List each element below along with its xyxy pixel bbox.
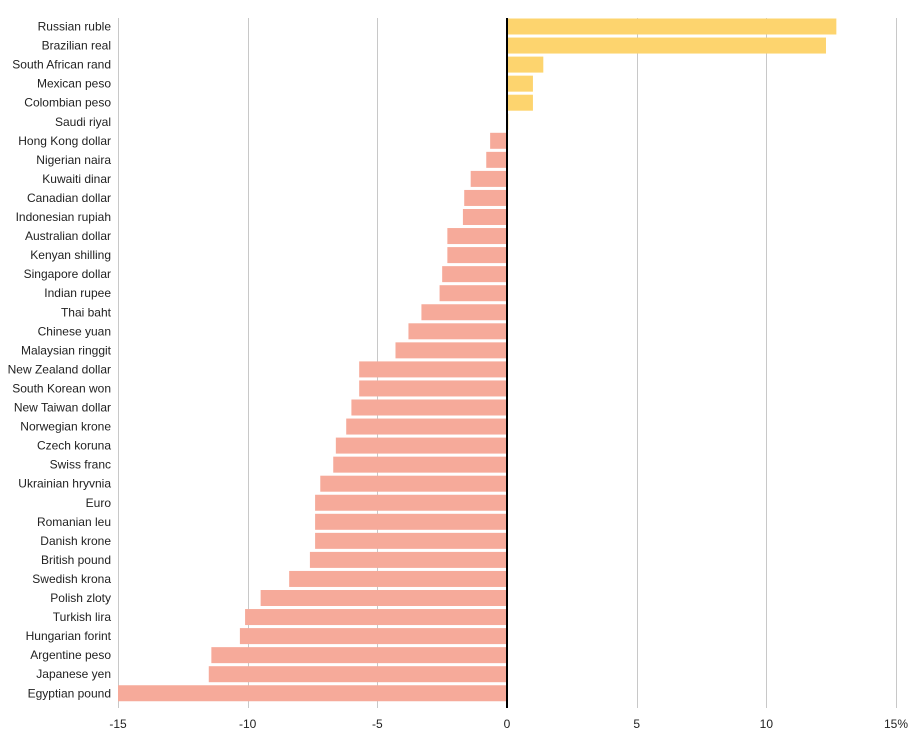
bar bbox=[289, 570, 507, 587]
category-label: New Zealand dollar bbox=[8, 362, 111, 376]
bar bbox=[439, 285, 507, 302]
category-label: Argentine peso bbox=[30, 648, 111, 662]
x-tick-label: 0 bbox=[504, 717, 511, 731]
bar bbox=[507, 94, 533, 111]
bar bbox=[359, 380, 507, 397]
bar bbox=[315, 494, 507, 511]
category-label: South African rand bbox=[12, 58, 111, 72]
category-label: Mexican peso bbox=[37, 77, 111, 91]
bar bbox=[211, 647, 508, 664]
category-label: Kenyan shilling bbox=[30, 248, 111, 262]
x-tick-label: 15% bbox=[884, 717, 908, 731]
bar bbox=[447, 228, 507, 245]
category-label: Canadian dollar bbox=[27, 191, 111, 205]
category-labels: Russian ruble Brazilian real South African… bbox=[8, 20, 112, 701]
category-label: South Korean won bbox=[12, 381, 111, 395]
bar bbox=[118, 685, 507, 702]
category-label: Danish krone bbox=[40, 534, 111, 548]
category-label: Thai baht bbox=[61, 305, 112, 319]
bar bbox=[462, 209, 507, 225]
bar bbox=[315, 513, 507, 530]
bar bbox=[464, 189, 507, 206]
bar bbox=[260, 590, 507, 606]
bar bbox=[507, 37, 826, 54]
category-label: Chinese yuan bbox=[38, 324, 111, 338]
category-label: Australian dollar bbox=[25, 229, 111, 243]
category-label: Egyptian pound bbox=[28, 686, 111, 700]
bar bbox=[470, 170, 507, 187]
x-axis-tick-labels: -15 -10 -5 0 5 10 15% bbox=[109, 717, 908, 731]
category-label: New Taiwan dollar bbox=[14, 401, 111, 415]
category-label: Japanese yen bbox=[36, 667, 111, 681]
category-label: Czech koruna bbox=[37, 439, 111, 453]
bar bbox=[442, 266, 507, 283]
x-tick-label: 5 bbox=[633, 717, 640, 731]
bar bbox=[507, 18, 837, 35]
bar bbox=[309, 551, 507, 568]
category-label: Polish zloty bbox=[50, 591, 111, 605]
x-tick-label: -10 bbox=[239, 717, 257, 731]
category-label: British pound bbox=[41, 553, 111, 567]
category-label: Romanian leu bbox=[37, 515, 111, 529]
category-label: Russian ruble bbox=[38, 20, 112, 34]
x-tick-label: -5 bbox=[372, 717, 383, 731]
bar bbox=[395, 342, 507, 359]
category-label: Nigerian naira bbox=[36, 153, 111, 167]
bar bbox=[315, 532, 507, 549]
category-label: Saudi riyal bbox=[55, 115, 111, 129]
category-label: Euro bbox=[86, 496, 112, 510]
category-label: Kuwaiti dinar bbox=[42, 172, 111, 186]
category-label: Turkish lira bbox=[53, 610, 112, 624]
bar bbox=[346, 418, 507, 435]
bars bbox=[118, 18, 837, 702]
bar bbox=[239, 628, 508, 645]
category-label: Indonesian rupiah bbox=[16, 210, 111, 224]
category-label: Malaysian ringgit bbox=[21, 343, 112, 357]
bar bbox=[245, 609, 507, 626]
bar bbox=[486, 151, 507, 168]
bar bbox=[208, 666, 507, 683]
bar bbox=[351, 399, 507, 416]
bar bbox=[408, 323, 507, 340]
bar bbox=[507, 56, 544, 73]
x-tick-label: -15 bbox=[109, 717, 127, 731]
category-label: Swiss franc bbox=[50, 458, 111, 472]
bar bbox=[447, 247, 507, 264]
category-label: Brazilian real bbox=[42, 39, 111, 53]
category-label: Singapore dollar bbox=[24, 267, 111, 281]
category-label: Norwegian krone bbox=[20, 420, 111, 434]
bar bbox=[421, 304, 507, 321]
bar bbox=[335, 437, 507, 454]
category-label: Swedish krona bbox=[32, 572, 111, 586]
category-label: Indian rupee bbox=[44, 286, 111, 300]
category-label: Ukrainian hryvnia bbox=[18, 477, 111, 491]
x-tick-label: 10 bbox=[760, 717, 774, 731]
category-label: Hong Kong dollar bbox=[18, 134, 111, 148]
category-label: Hungarian forint bbox=[26, 629, 112, 643]
bar bbox=[333, 456, 507, 473]
bar bbox=[359, 361, 507, 378]
bar bbox=[507, 75, 533, 92]
bar bbox=[490, 132, 507, 149]
category-label: Colombian peso bbox=[24, 96, 111, 110]
bar bbox=[320, 475, 507, 492]
